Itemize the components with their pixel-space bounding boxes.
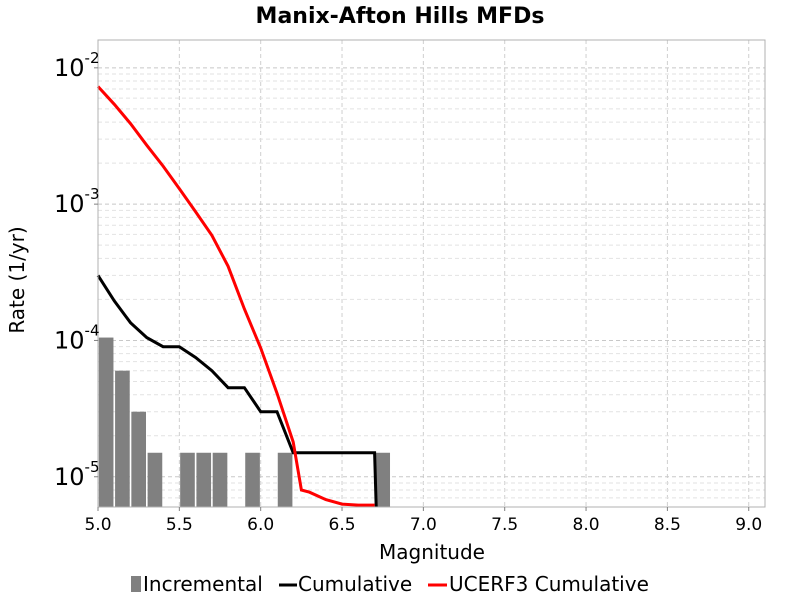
incremental-bar [98,337,114,507]
x-tick-label: 7.5 [491,515,518,535]
incremental-bar [147,452,163,507]
y-tick-label: 10-2 [54,49,100,82]
series-lines [96,85,378,508]
y-tick-label: 10-3 [54,185,100,218]
y-axis-ticks: 10-5 10-4 10-3 10-2 [54,49,100,491]
incremental-bar [131,411,146,507]
x-tick-label: 5.0 [84,515,111,535]
incremental-bar [212,452,228,507]
incremental-bar [245,452,260,507]
chart-title: Manix-Afton Hills MFDs [256,4,545,29]
y-axis-label: Rate (1/yr) [5,226,29,333]
plot-area-frame [97,39,766,508]
incremental-bar [115,370,130,507]
incremental-bar [375,452,391,507]
x-tick-label: 6.0 [247,515,274,535]
x-tick-label: 8.5 [654,515,681,535]
grid-lines [97,40,765,508]
incremental-bar [196,452,212,507]
x-axis-label: Magnitude [379,540,485,564]
incremental-bar [277,452,293,507]
x-tick-label: 9.0 [735,515,762,535]
legend-label-cumulative: Cumulative [298,572,412,596]
x-tick-label: 7.0 [410,515,437,535]
incremental-bars [98,337,391,507]
y-tick-label: 10-5 [54,458,100,491]
ucerf3-cumulative-line [96,85,375,507]
legend-swatch-incremental [131,576,141,592]
cumulative-line [96,274,378,508]
legend-label-incremental: Incremental [143,572,263,596]
incremental-bar [180,452,195,507]
x-axis-ticks: 5.0 5.5 6.0 6.5 7.0 7.5 8.0 8.5 9.0 [84,507,762,535]
x-tick-label: 5.5 [166,515,193,535]
x-tick-label: 8.0 [573,515,600,535]
legend: Incremental Cumulative UCERF3 Cumulative [131,572,649,596]
x-tick-label: 6.5 [329,515,356,535]
legend-label-ucerf3-cumulative: UCERF3 Cumulative [449,572,649,596]
y-tick-label: 10-4 [54,321,100,354]
